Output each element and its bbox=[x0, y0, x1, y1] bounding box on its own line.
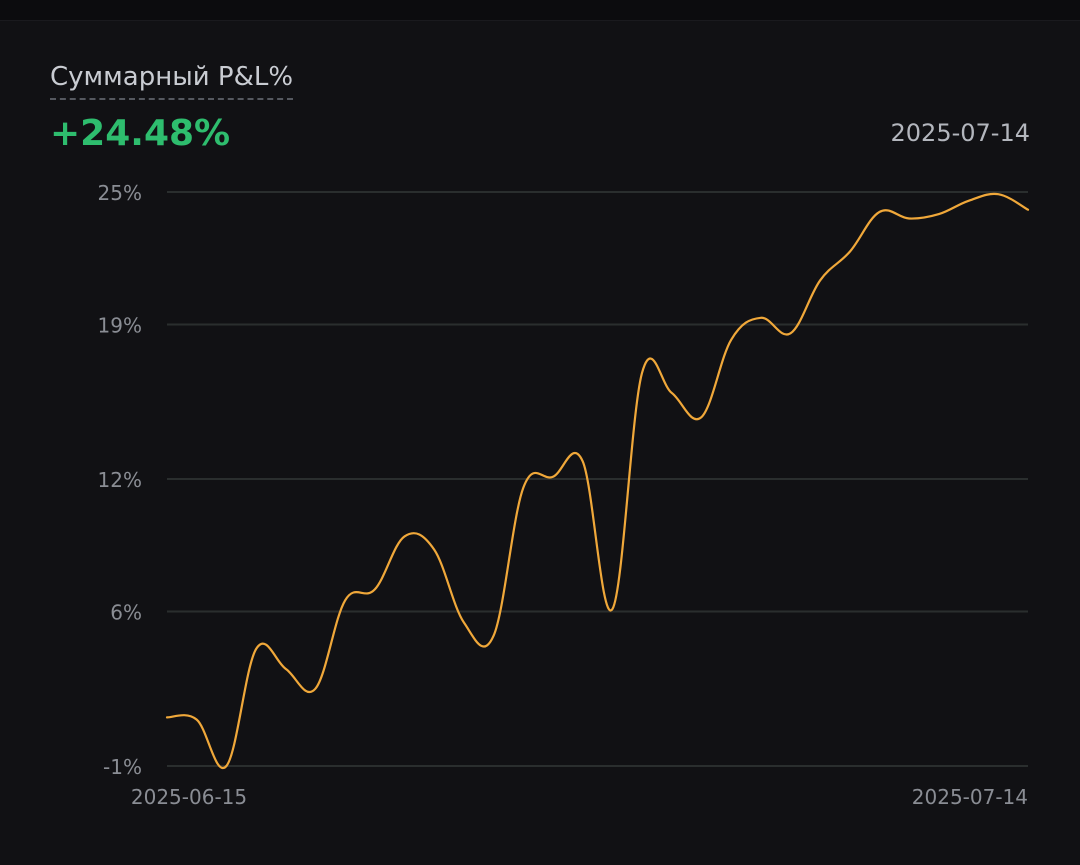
data-point[interactable] bbox=[1022, 204, 1034, 216]
data-point[interactable] bbox=[933, 208, 945, 220]
data-point[interactable] bbox=[399, 530, 411, 542]
data-point[interactable] bbox=[636, 367, 648, 379]
top-strip bbox=[0, 0, 1080, 21]
data-point[interactable] bbox=[309, 683, 321, 695]
current-date: 2025-07-14 bbox=[890, 119, 1030, 147]
y-tick-label: 12% bbox=[98, 468, 142, 492]
y-tick-label: 25% bbox=[98, 181, 142, 205]
pnl-series-line bbox=[165, 192, 1030, 770]
data-point[interactable] bbox=[250, 643, 262, 655]
pnl-title[interactable]: Суммарный P&L% bbox=[50, 60, 294, 100]
data-point[interactable] bbox=[874, 206, 886, 218]
data-point[interactable] bbox=[844, 246, 856, 258]
data-point[interactable] bbox=[517, 482, 529, 494]
data-point[interactable] bbox=[992, 188, 1004, 200]
data-point[interactable] bbox=[220, 760, 232, 772]
y-axis-labels: 25% 19% 12% 6% -1% bbox=[98, 181, 142, 779]
data-point[interactable] bbox=[369, 583, 381, 595]
data-point[interactable] bbox=[547, 471, 559, 483]
y-tick-label: 6% bbox=[110, 600, 142, 624]
data-point[interactable] bbox=[903, 212, 915, 224]
data-point[interactable] bbox=[458, 617, 470, 629]
data-point[interactable] bbox=[814, 274, 826, 286]
data-point[interactable] bbox=[280, 663, 292, 675]
data-point[interactable] bbox=[695, 411, 707, 423]
pnl-line-chart[interactable]: 25% 19% 12% 6% -1% 2025-06-15 2025-07-14 bbox=[0, 170, 1080, 820]
pnl-value: +24.48% bbox=[50, 113, 231, 154]
data-point[interactable] bbox=[666, 387, 678, 399]
x-tick-label: 2025-06-15 bbox=[131, 785, 247, 809]
data-point[interactable] bbox=[339, 594, 351, 606]
data-point[interactable] bbox=[725, 334, 737, 346]
y-tick-label: 19% bbox=[98, 313, 142, 337]
data-point[interactable] bbox=[577, 455, 589, 467]
data-point[interactable] bbox=[784, 327, 796, 339]
data-point[interactable] bbox=[161, 711, 173, 723]
x-axis-labels: 2025-06-15 2025-07-14 bbox=[131, 785, 1028, 809]
x-tick-label: 2025-07-14 bbox=[912, 785, 1028, 809]
data-point[interactable] bbox=[488, 630, 500, 642]
grid-lines bbox=[167, 191, 1028, 767]
data-point[interactable] bbox=[428, 544, 440, 556]
data-point[interactable] bbox=[963, 195, 975, 207]
y-tick-label: -1% bbox=[103, 755, 142, 779]
data-point[interactable] bbox=[606, 603, 618, 615]
data-point[interactable] bbox=[755, 312, 767, 324]
data-point[interactable] bbox=[191, 714, 203, 726]
data-points bbox=[161, 188, 1034, 772]
